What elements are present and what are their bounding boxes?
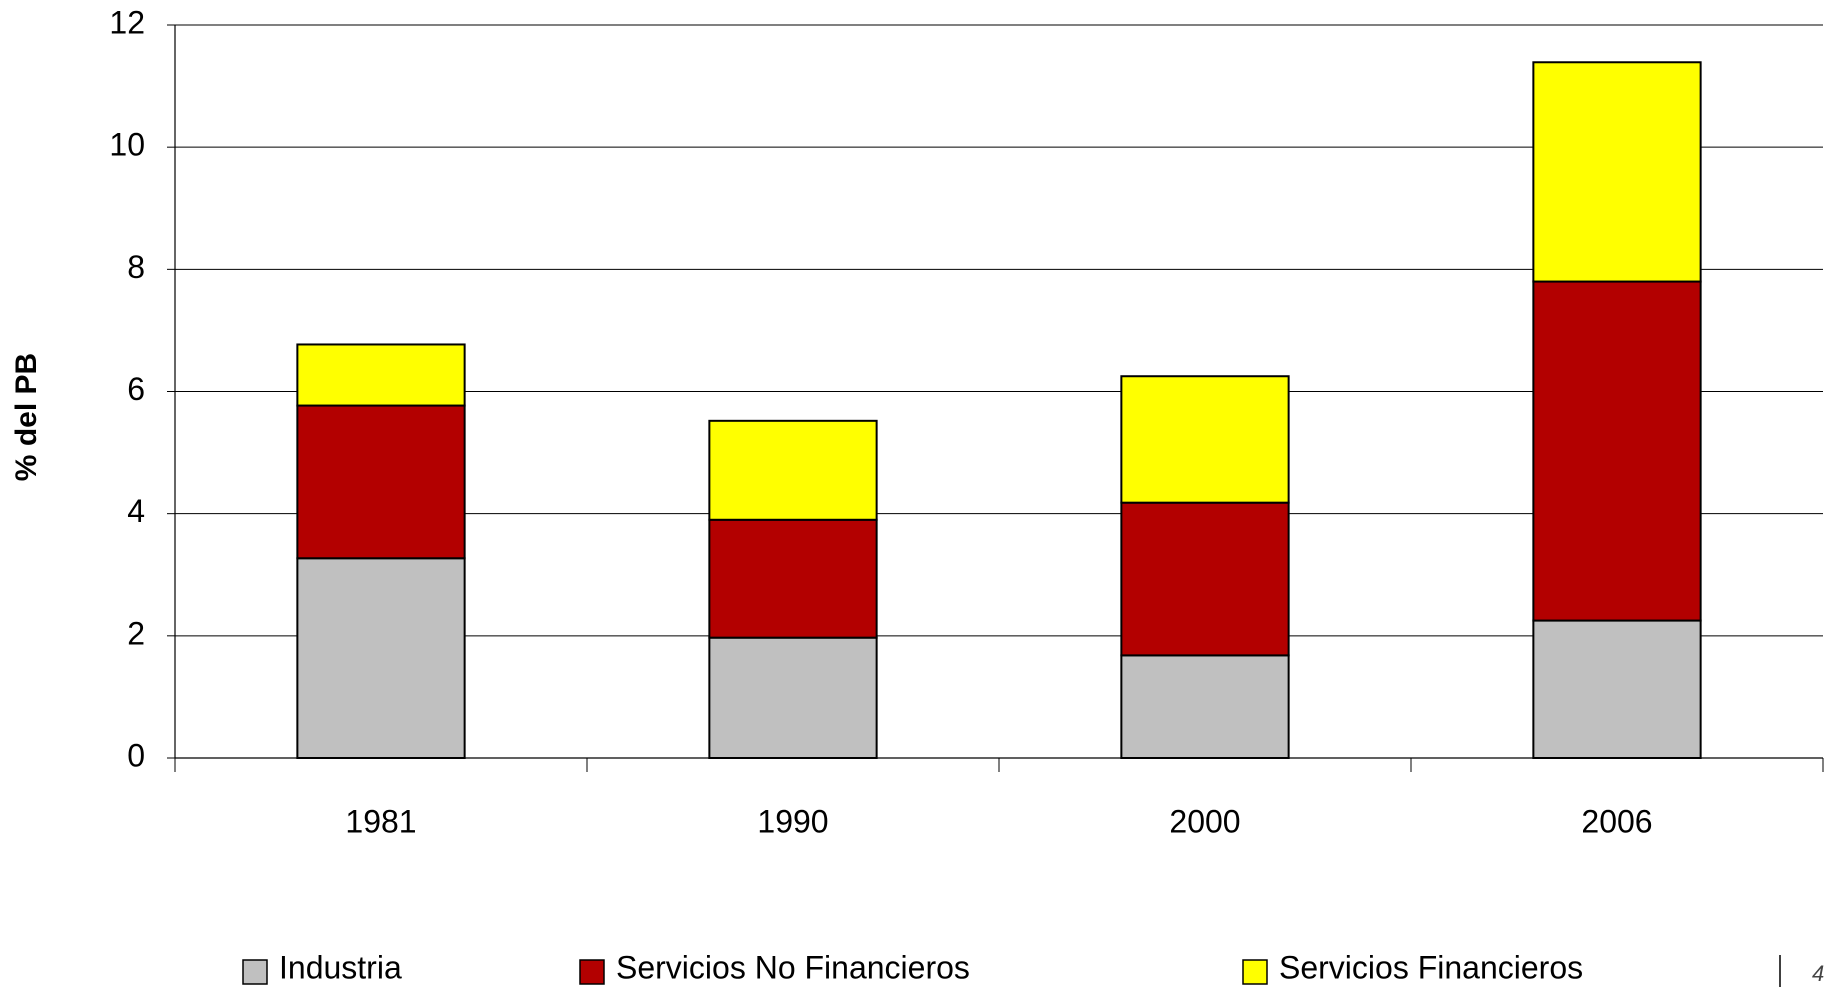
bar-segment [1120,654,1290,760]
y-tick-label: 2 [127,615,145,651]
x-tick-label: 2006 [1581,803,1652,839]
legend-label: Industria [279,949,402,985]
y-tick-label: 8 [127,249,145,285]
bar-segment [708,419,878,521]
legend-label: Servicios No Financieros [616,949,970,985]
y-axis-label: % del PB [10,353,43,481]
bar-segment [1120,375,1290,504]
bar-segment [708,636,878,759]
x-tick-label: 1981 [345,803,416,839]
bar-segment [1120,501,1290,657]
bar-segment [296,343,466,407]
y-tick-label: 4 [127,493,145,529]
x-tick-label: 1990 [757,803,828,839]
bar-segment [708,518,878,639]
y-tick-label: 10 [109,127,145,163]
bar-segment [1532,280,1702,622]
bar-segment [1532,619,1702,759]
legend-label: Servicios Financieros [1279,949,1583,985]
x-tick-label: 2000 [1169,803,1240,839]
legend-swatch [242,959,268,985]
y-tick-label: 12 [109,4,145,40]
y-tick-label: 0 [127,737,145,773]
bar-segment [296,557,466,759]
bar-segment [1532,61,1702,283]
y-tick-label: 6 [127,371,145,407]
page-number: 4 [1812,961,1824,986]
bar-segment [296,404,466,560]
legend-swatch [579,959,605,985]
legend-swatch [1242,959,1268,985]
